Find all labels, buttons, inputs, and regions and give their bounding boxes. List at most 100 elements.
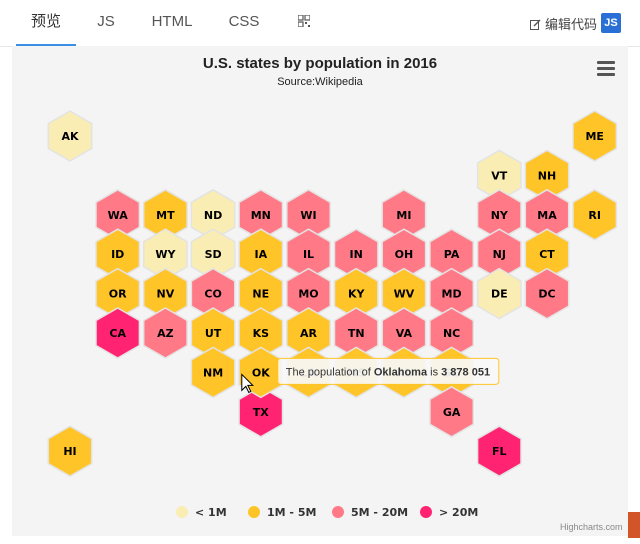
state-label: GA bbox=[443, 406, 461, 419]
state-label: AK bbox=[61, 130, 79, 143]
state-label: ND bbox=[204, 209, 222, 222]
state-tile-dc[interactable]: DC bbox=[524, 267, 570, 320]
legend-label: > 20M bbox=[439, 506, 478, 519]
state-label: IL bbox=[303, 248, 314, 261]
state-hexagon bbox=[572, 188, 618, 241]
state-tile-az[interactable]: AZ bbox=[142, 307, 188, 359]
state-label: FL bbox=[492, 445, 507, 458]
state-label: NJ bbox=[493, 248, 506, 261]
state-tile-wy[interactable]: WY bbox=[142, 228, 188, 281]
state-tile-in[interactable]: IN bbox=[333, 228, 379, 281]
state-tile-ok[interactable]: OK bbox=[238, 346, 284, 399]
state-hexagon bbox=[238, 385, 284, 438]
state-tile-tx[interactable]: TX bbox=[238, 385, 284, 438]
state-hexagon bbox=[190, 346, 236, 399]
tooltip-text: The population of Oklahoma is 3 878 051 bbox=[286, 366, 490, 378]
state-tile-ne[interactable]: NE bbox=[238, 267, 284, 320]
state-hexagon bbox=[524, 267, 570, 320]
state-tile-or[interactable]: OR bbox=[95, 267, 141, 320]
state-hexagon bbox=[47, 110, 93, 162]
chart-subtitle: Source:Wikipedia bbox=[277, 76, 363, 88]
state-label: NM bbox=[203, 366, 223, 379]
state-tile-ga[interactable]: GA bbox=[429, 385, 475, 438]
legend-marker bbox=[420, 506, 432, 518]
state-label: DC bbox=[538, 288, 555, 301]
chart-title: U.S. states by population in 2016 bbox=[202, 55, 438, 72]
state-label: MN bbox=[251, 209, 271, 222]
state-tile-ks[interactable]: KS bbox=[238, 307, 284, 359]
chart-menu-button[interactable] bbox=[595, 58, 617, 78]
state-tile-ar[interactable]: AR bbox=[286, 307, 331, 359]
legend-marker bbox=[176, 506, 188, 518]
legend-marker bbox=[248, 506, 260, 518]
tab-preview[interactable]: 预览 bbox=[16, 0, 76, 46]
state-tile-mi[interactable]: MI bbox=[381, 188, 427, 241]
tooltip-box bbox=[277, 357, 500, 385]
chart-container: U.S. states by population in 2016 Source… bbox=[12, 46, 628, 536]
state-tile-de[interactable]: DE bbox=[476, 267, 522, 320]
state-label: VT bbox=[491, 169, 508, 182]
chart-credits[interactable]: Highcharts.com bbox=[560, 522, 623, 532]
state-label: MI bbox=[396, 209, 411, 222]
legend-item[interactable]: 5M - 20M bbox=[332, 506, 408, 519]
state-tile-wv[interactable]: WV bbox=[381, 267, 427, 320]
qr-code-icon[interactable] bbox=[298, 15, 310, 27]
state-label: MD bbox=[442, 288, 462, 301]
state-hexagon bbox=[95, 307, 141, 359]
state-tile-ky[interactable]: KY bbox=[333, 267, 379, 320]
state-label: WY bbox=[155, 248, 176, 261]
legend-marker bbox=[332, 506, 344, 518]
state-label: KS bbox=[253, 327, 270, 340]
edit-icon bbox=[530, 19, 541, 30]
state-label: RI bbox=[588, 209, 601, 222]
state-tile-ut[interactable]: UT bbox=[190, 307, 236, 359]
side-widget[interactable] bbox=[628, 512, 640, 538]
state-label: CO bbox=[204, 288, 221, 301]
state-label: TX bbox=[253, 406, 270, 419]
tab-js[interactable]: JS bbox=[97, 13, 115, 30]
state-label: VA bbox=[396, 327, 413, 340]
state-tile-ri[interactable]: RI bbox=[572, 188, 618, 241]
state-hexagon bbox=[47, 425, 93, 478]
legend-item[interactable]: 1M - 5M bbox=[248, 506, 316, 519]
mouse-cursor-icon bbox=[241, 373, 255, 394]
state-tile-ak[interactable]: AK bbox=[47, 110, 93, 162]
tab-css[interactable]: CSS bbox=[228, 13, 260, 30]
state-label: NY bbox=[491, 209, 509, 222]
state-label: AZ bbox=[157, 327, 174, 340]
state-hexagon bbox=[572, 110, 618, 162]
state-tile-me[interactable]: ME bbox=[572, 110, 618, 162]
legend-item[interactable]: < 1M bbox=[176, 506, 227, 519]
state-label: CT bbox=[539, 248, 555, 261]
tab-html[interactable]: HTML bbox=[151, 13, 193, 30]
state-label: WA bbox=[108, 209, 129, 222]
state-label: WI bbox=[300, 209, 316, 222]
state-hexagon bbox=[476, 267, 522, 320]
state-tile-nj[interactable]: NJ bbox=[476, 228, 522, 281]
state-tile-co[interactable]: CO bbox=[190, 267, 236, 320]
state-tile-nm[interactable]: NM bbox=[190, 346, 236, 399]
state-tile-ca[interactable]: CA bbox=[95, 307, 141, 359]
state-label: NC bbox=[443, 327, 460, 340]
state-tile-hi[interactable]: HI bbox=[47, 425, 93, 478]
state-label: TN bbox=[348, 327, 365, 340]
state-label: NV bbox=[157, 288, 175, 301]
state-label: MA bbox=[537, 209, 557, 222]
state-label: ME bbox=[585, 130, 603, 143]
legend-item[interactable]: > 20M bbox=[420, 506, 478, 519]
state-hexagon bbox=[476, 425, 522, 478]
state-hexagon bbox=[142, 307, 188, 359]
state-label: KY bbox=[348, 288, 366, 301]
state-tile-fl[interactable]: FL bbox=[476, 425, 522, 478]
state-label: WV bbox=[394, 288, 415, 301]
js-badge[interactable]: JS bbox=[601, 13, 621, 33]
state-tile-sd[interactable]: SD bbox=[190, 228, 236, 281]
state-label: SD bbox=[205, 248, 222, 261]
state-label: OK bbox=[252, 366, 270, 379]
state-tile-nv[interactable]: NV bbox=[142, 267, 188, 320]
state-tile-tn[interactable]: TN bbox=[333, 307, 379, 359]
state-label: OR bbox=[109, 288, 127, 301]
edit-code-button[interactable]: 编辑代码 bbox=[530, 14, 597, 33]
legend-label: < 1M bbox=[195, 506, 227, 519]
state-tile-id[interactable]: ID bbox=[95, 228, 141, 281]
